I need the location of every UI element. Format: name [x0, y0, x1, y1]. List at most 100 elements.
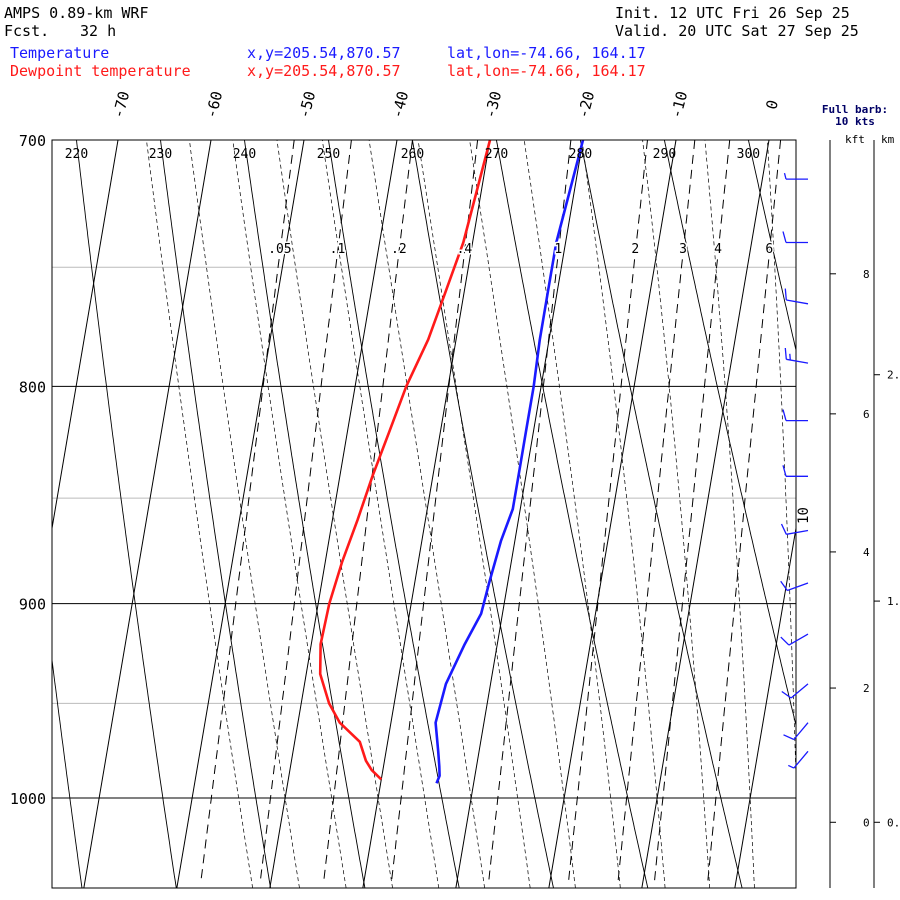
moist-adiabat-line [887, 114, 890, 889]
mixing-ratio-label: 6 [765, 242, 773, 257]
model-title: AMPS 0.89-km WRF [4, 4, 149, 22]
wind-barb [780, 523, 809, 535]
isotherm-line [734, 525, 796, 888]
height-kft-tick-label: 6 [863, 408, 870, 421]
wind-barb [783, 722, 809, 741]
init-time: Init. 12 UTC Fri 26 Sep 25 [615, 4, 850, 22]
isotherm-line [83, 140, 212, 888]
isotherm-line [0, 140, 25, 888]
isotherm-line [641, 140, 770, 888]
height-axis-kft-label: kft [845, 133, 865, 146]
wind-barb [788, 750, 809, 769]
mixing-ratio-label: 4 [714, 242, 722, 257]
dry-adiabat-label: 280 [569, 147, 592, 162]
wind-barb [783, 172, 808, 180]
mixing-ratio-line [390, 140, 479, 885]
dry-adiabat-label: 270 [485, 147, 508, 162]
dry-adiabat-line [411, 140, 554, 888]
moist-adiabat-line [146, 140, 253, 888]
isotherm-label: -30 [481, 89, 505, 120]
isotherm-label: -70 [109, 89, 133, 120]
mixing-ratio-line [487, 140, 572, 885]
mixing-ratio-label: 3 [679, 242, 687, 257]
moist-adiabat-line [523, 140, 621, 888]
isotherm-label: -60 [202, 89, 226, 120]
dry-adiabat-label: 260 [401, 147, 424, 162]
barb-legend-line2: 10 kts [835, 115, 875, 128]
dry-adiabat-label: 250 [317, 147, 340, 162]
isotherm-line [362, 140, 491, 888]
mixing-ratio-line [567, 140, 648, 885]
forecast-value: 32 h [80, 22, 117, 40]
valid-time: Valid. 20 UTC Sat 27 Sep 25 [615, 22, 859, 40]
profile-line-temperature [434, 140, 585, 784]
legend-temperature-latlon: lat,lon=-74.66, 164.17 [447, 44, 646, 62]
dry-adiabat-label: 230 [149, 147, 172, 162]
barb-legend-line1: Full barb: [822, 103, 888, 116]
wind-barb [780, 633, 809, 646]
isotherm-label: 0 [762, 98, 782, 111]
wind-barb-annotation: 10 [796, 507, 812, 524]
moist-adiabat-line [232, 140, 347, 888]
moist-adiabat-line [766, 140, 796, 789]
isotherm-line [176, 140, 305, 888]
mixing-ratio-label: .1 [330, 242, 346, 257]
moist-adiabat-line [469, 140, 576, 888]
isotherm-label: -50 [295, 89, 319, 120]
isotherm-line [52, 140, 119, 532]
isotherm-line [828, 140, 900, 888]
mixing-ratio-label: .05 [268, 242, 291, 257]
dry-adiabat-label: 240 [233, 147, 256, 162]
dry-adiabat-line [579, 140, 743, 888]
dry-adiabat-line [76, 140, 177, 888]
dry-adiabat-label: 220 [65, 147, 88, 162]
wind-barb [784, 347, 809, 364]
forecast-label: Fcst. [4, 22, 50, 40]
pressure-tick-label: 900 [19, 596, 46, 614]
mixing-ratio-label: 2 [631, 242, 639, 257]
wind-barb [780, 580, 809, 592]
pressure-tick-label: 1000 [10, 790, 46, 808]
legend-dewpoint-name: Dewpoint temperature [10, 62, 191, 80]
mixing-ratio-label: .2 [391, 242, 407, 257]
legend-temperature-location: x,y=205.54,870.57 [247, 44, 401, 62]
moist-adiabat-line [368, 140, 485, 888]
dry-adiabat-line [328, 140, 460, 888]
moist-adiabat-line [642, 140, 711, 888]
height-kft-tick-label: 4 [863, 546, 870, 559]
dry-adiabat-line [747, 140, 796, 352]
dry-adiabat-line [663, 140, 796, 728]
profile-line-dewpoint-temperature [318, 140, 492, 781]
mixing-ratio-line [259, 140, 352, 885]
legend-dewpoint-location: x,y=205.54,870.57 [247, 62, 401, 80]
dry-adiabat-line [832, 140, 900, 888]
moist-adiabat-line [704, 140, 755, 888]
moist-adiabat-line [581, 140, 666, 888]
height-kft-tick-label: 8 [863, 268, 870, 281]
moist-adiabat-line [276, 140, 393, 888]
height-kft-tick-label: 0 [863, 816, 870, 829]
moist-adiabat-line [417, 140, 531, 888]
mixing-ratio-line [322, 140, 413, 885]
plot-frame [51, 139, 797, 889]
wind-barb [782, 465, 808, 477]
isotherm-label: -40 [388, 89, 412, 120]
height-km-tick-label: 1. [887, 595, 900, 608]
height-axis-km-label: km [881, 133, 895, 146]
dry-adiabat-line [52, 656, 83, 888]
legend-temperature-name: Temperature [10, 44, 110, 62]
dry-adiabat-label: 290 [653, 147, 676, 162]
dry-adiabat-label: 300 [737, 147, 760, 162]
wind-barb [782, 231, 808, 244]
mixing-ratio-label: .4 [457, 242, 473, 257]
mixing-ratio-label: 1 [554, 242, 562, 257]
dry-adiabat-line [244, 140, 366, 888]
legend-dewpoint-latlon: lat,lon=-74.66, 164.17 [447, 62, 646, 80]
mixing-ratio-line [653, 140, 731, 885]
dry-adiabat-line [160, 140, 272, 888]
isotherm-label: -10 [667, 89, 691, 120]
mixing-ratio-line [707, 140, 782, 885]
wind-barb [781, 683, 809, 699]
mixing-ratio-line [617, 140, 696, 885]
